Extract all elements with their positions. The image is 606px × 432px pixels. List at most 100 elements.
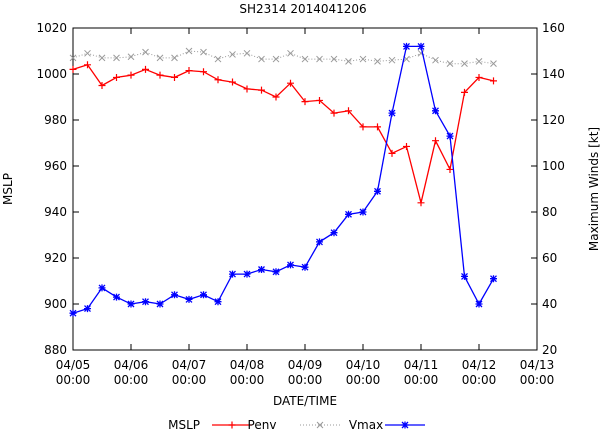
data-point	[171, 54, 178, 62]
x-tick-label-time: 00:00	[114, 373, 149, 387]
data-point	[258, 86, 265, 94]
series-penv	[69, 61, 497, 207]
series-layer	[69, 42, 497, 317]
x-tick-label-date: 04/09	[288, 358, 323, 372]
data-point	[461, 272, 468, 280]
data-point	[69, 309, 77, 317]
data-point	[69, 65, 77, 73]
x-axis-ticks: 04/0500:0004/0600:0004/0700:0004/0800:00…	[56, 28, 555, 387]
data-point	[316, 55, 323, 63]
data-point	[359, 208, 367, 216]
data-point	[156, 54, 164, 62]
data-point	[461, 60, 468, 68]
data-point	[171, 73, 178, 81]
data-point	[127, 71, 135, 79]
data-point	[84, 305, 91, 313]
series-vmax	[69, 42, 497, 317]
legend-marker	[228, 421, 236, 429]
y-axis-label-left: MSLP	[1, 173, 15, 205]
data-point	[388, 56, 396, 64]
data-point	[345, 107, 352, 115]
x-tick-label-date: 04/05	[56, 358, 91, 372]
legend-marker	[316, 421, 324, 429]
series-line	[72, 64, 494, 203]
data-point	[316, 238, 323, 246]
data-point	[446, 60, 454, 68]
data-point	[287, 49, 294, 57]
data-point	[417, 42, 425, 50]
chart-title: SH2314 2014041206	[239, 2, 366, 16]
x-tick-label-date: 04/11	[404, 358, 439, 372]
data-point	[214, 55, 222, 63]
right-tick-label: 40	[542, 297, 557, 311]
x-tick-label-time: 00:00	[520, 373, 555, 387]
series-line	[72, 50, 494, 65]
x-tick-label-date: 04/08	[230, 358, 265, 372]
data-point	[142, 48, 149, 56]
data-point	[417, 199, 425, 207]
data-point	[243, 270, 251, 278]
data-point	[200, 48, 207, 56]
data-point	[272, 93, 280, 101]
data-point	[432, 56, 439, 64]
data-point	[243, 49, 251, 57]
x-tick-label-time: 00:00	[56, 373, 91, 387]
data-point	[345, 57, 352, 65]
left-tick-label: 900	[44, 297, 67, 311]
data-point	[156, 300, 164, 308]
data-point	[156, 71, 164, 79]
data-point	[229, 270, 236, 278]
data-point	[475, 73, 483, 81]
x-tick-label-time: 00:00	[172, 373, 207, 387]
data-point	[185, 47, 193, 55]
data-point	[374, 187, 381, 195]
data-point	[316, 96, 323, 104]
left-tick-label: 940	[44, 205, 67, 219]
x-axis-label: DATE/TIME	[273, 394, 337, 408]
data-point	[475, 57, 483, 65]
left-tick-label: 960	[44, 159, 67, 173]
data-point	[301, 98, 309, 106]
data-point	[229, 51, 236, 58]
data-point	[200, 68, 207, 76]
data-point	[185, 295, 193, 303]
data-point	[359, 55, 367, 63]
left-tick-label: 1020	[36, 21, 67, 35]
right-tick-label: 60	[542, 251, 557, 265]
data-point	[330, 109, 338, 117]
legend-label-penv: Penv	[248, 418, 277, 432]
data-point	[272, 55, 280, 63]
right-tick-label: 120	[542, 113, 565, 127]
data-point	[229, 78, 236, 86]
data-point	[330, 229, 338, 237]
x-tick-label-time: 00:00	[462, 373, 497, 387]
left-tick-label: 980	[44, 113, 67, 127]
data-point	[84, 49, 91, 57]
right-tick-label: 160	[542, 21, 565, 35]
right-tick-label: 80	[542, 205, 557, 219]
data-point	[142, 65, 149, 73]
left-axis-ticks: 880 900 920 940 960 980 1000 1020	[36, 21, 79, 357]
x-tick-label-date: 04/06	[114, 358, 149, 372]
data-point	[475, 300, 483, 308]
data-point	[243, 85, 251, 93]
data-point	[185, 67, 193, 75]
data-point	[127, 53, 135, 61]
data-point	[388, 109, 396, 117]
legend-marker	[401, 421, 409, 429]
data-point	[490, 77, 497, 85]
data-point	[432, 107, 439, 115]
data-point	[214, 298, 222, 306]
data-point	[272, 268, 280, 276]
data-point	[113, 293, 120, 301]
data-point	[345, 210, 352, 218]
data-point	[84, 61, 91, 69]
right-tick-label: 20	[542, 343, 557, 357]
series-reference	[69, 47, 497, 68]
data-point	[200, 291, 207, 299]
data-point	[359, 123, 367, 131]
data-point	[388, 149, 396, 157]
data-point	[301, 55, 309, 63]
x-tick-label-time: 00:00	[404, 373, 439, 387]
